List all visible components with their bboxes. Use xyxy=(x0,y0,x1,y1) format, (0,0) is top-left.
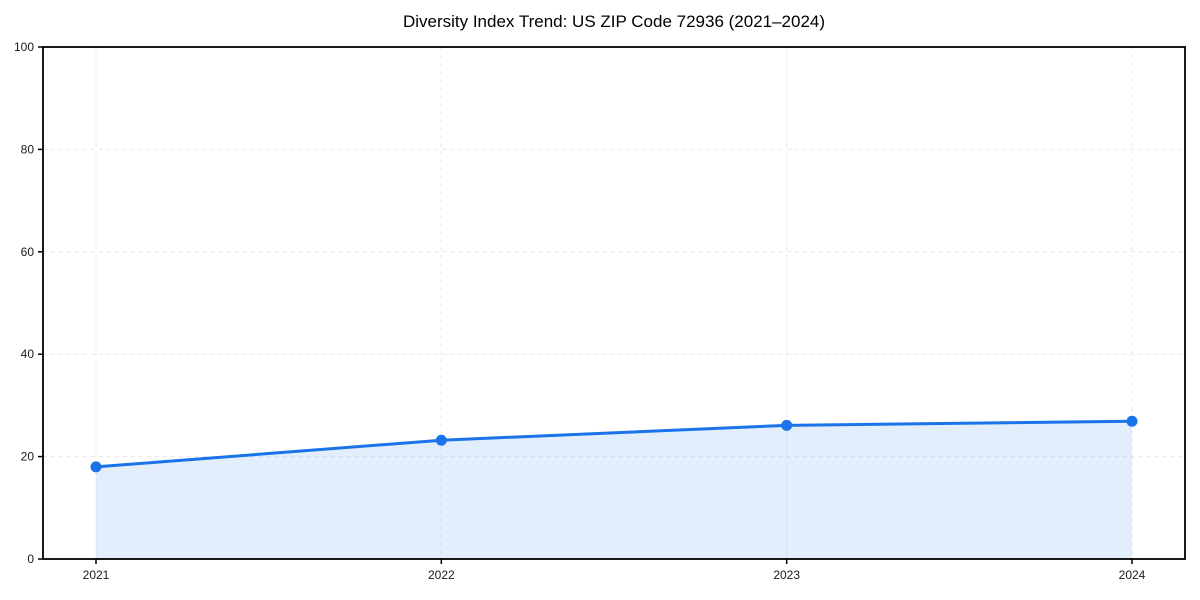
x-tick-label: 2024 xyxy=(1119,568,1146,582)
y-tick-label: 40 xyxy=(21,347,35,361)
x-tick-label: 2023 xyxy=(773,568,800,582)
chart-title: Diversity Index Trend: US ZIP Code 72936… xyxy=(402,12,826,31)
data-point-2021 xyxy=(90,461,102,473)
y-tick-label: 60 xyxy=(21,245,35,259)
data-point-2024 xyxy=(1126,415,1138,427)
x-tick-label: 2022 xyxy=(428,568,455,582)
trend-line xyxy=(94,419,1134,469)
plot-border xyxy=(42,46,1186,560)
data-point-2023 xyxy=(781,419,793,431)
data-point-2022 xyxy=(435,434,447,446)
x-tick-label: 2021 xyxy=(83,568,110,582)
y-tick-label: 80 xyxy=(21,142,35,156)
y-tick-label: 20 xyxy=(21,450,35,464)
y-tick-label: 0 xyxy=(27,552,34,566)
y-tick-label: 100 xyxy=(14,40,34,54)
area-fill xyxy=(96,421,1132,559)
